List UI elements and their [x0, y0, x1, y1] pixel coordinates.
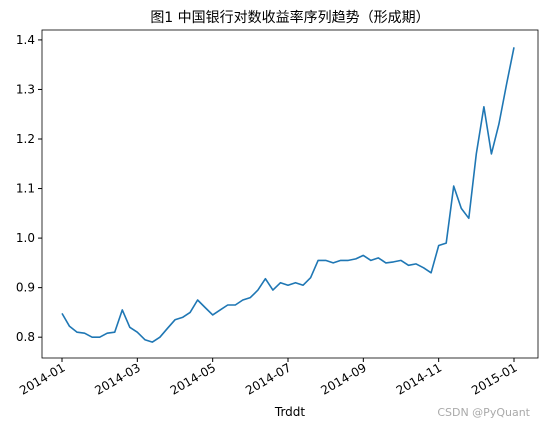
chart-title: 图1 中国银行对数收益率序列趋势（形成期） — [150, 9, 429, 26]
y-tick-label: 1.0 — [16, 231, 35, 245]
x-tick-label: 2014-05 — [168, 360, 218, 397]
x-tick-label: 2014-11 — [394, 360, 444, 397]
x-tick-label: 2015-01 — [469, 360, 519, 397]
y-tick-label: 1.2 — [16, 132, 35, 146]
y-tick-label: 1.3 — [16, 82, 35, 96]
y-tick-label: 1.4 — [16, 33, 35, 47]
y-tick-label: 0.8 — [16, 330, 35, 344]
x-tick-label: 2014-09 — [318, 360, 368, 397]
x-tick-label: 2014-07 — [243, 360, 293, 397]
watermark: CSDN @PyQuant — [437, 406, 530, 419]
y-tick-label: 1.1 — [16, 182, 35, 196]
x-axis-label: Trddt — [274, 405, 306, 419]
line-series — [61, 47, 515, 343]
x-tick-label: 2014-03 — [92, 360, 142, 397]
plot-frame — [41, 29, 539, 359]
y-tick-label: 0.9 — [16, 281, 35, 295]
x-tick-label: 2014-01 — [17, 360, 67, 397]
